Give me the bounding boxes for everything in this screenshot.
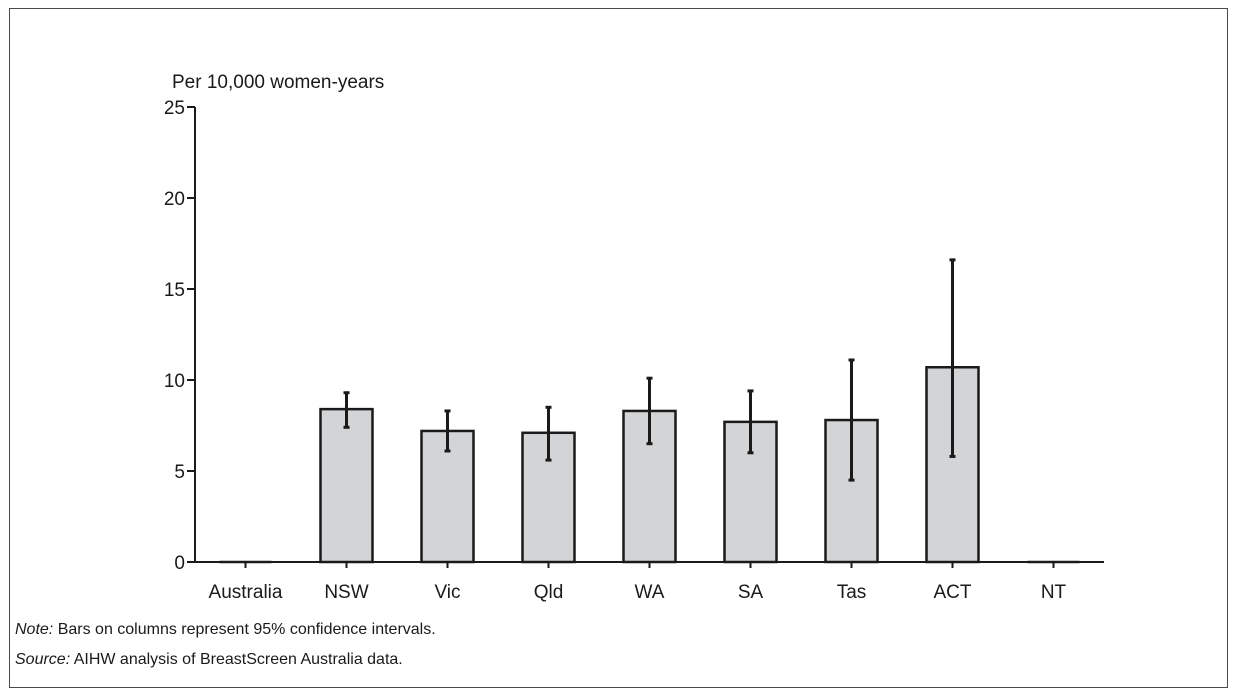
- x-tick-label: ACT: [934, 582, 972, 603]
- y-tick-label: 15: [164, 280, 185, 301]
- chart-source: Source: AIHW analysis of BreastScreen Au…: [15, 651, 403, 669]
- y-axis-label: Per 10,000 women-years: [172, 72, 384, 93]
- note-text: Bars on columns represent 95% confidence…: [53, 621, 436, 638]
- y-tick-label: 25: [164, 98, 185, 119]
- y-tick-label: 0: [174, 553, 185, 574]
- x-tick-label: NT: [1041, 582, 1067, 603]
- category-labels: Australia NSW Vic Qld WA SA Tas ACT NT: [209, 582, 1067, 603]
- bar: [420, 429, 475, 564]
- chart-note: Note: Bars on columns represent 95% conf…: [15, 621, 436, 639]
- note-prefix: Note:: [15, 621, 54, 638]
- bar-chart: Per 10,000 women-years 0 5 10 15 20 25 Austra…: [164, 72, 1104, 603]
- x-tick-label: WA: [635, 582, 665, 603]
- x-tick-label: Qld: [534, 582, 564, 603]
- source-prefix: Source:: [15, 651, 71, 668]
- y-tick-label: 5: [174, 462, 185, 483]
- bar: [319, 407, 374, 564]
- x-tick-label: Tas: [837, 582, 867, 603]
- y-tick-label: 10: [164, 371, 185, 392]
- y-axis: 0 5 10 15 20 25: [164, 98, 196, 574]
- x-tick-label: Vic: [434, 582, 460, 603]
- y-tick-label: 20: [164, 189, 185, 210]
- x-tick-label: SA: [738, 582, 764, 603]
- error-bars: [343, 258, 956, 482]
- x-tick-label: NSW: [324, 582, 368, 603]
- source-text: AIHW analysis of BreastScreen Australia …: [70, 651, 403, 668]
- x-tick-label: Australia: [209, 582, 283, 603]
